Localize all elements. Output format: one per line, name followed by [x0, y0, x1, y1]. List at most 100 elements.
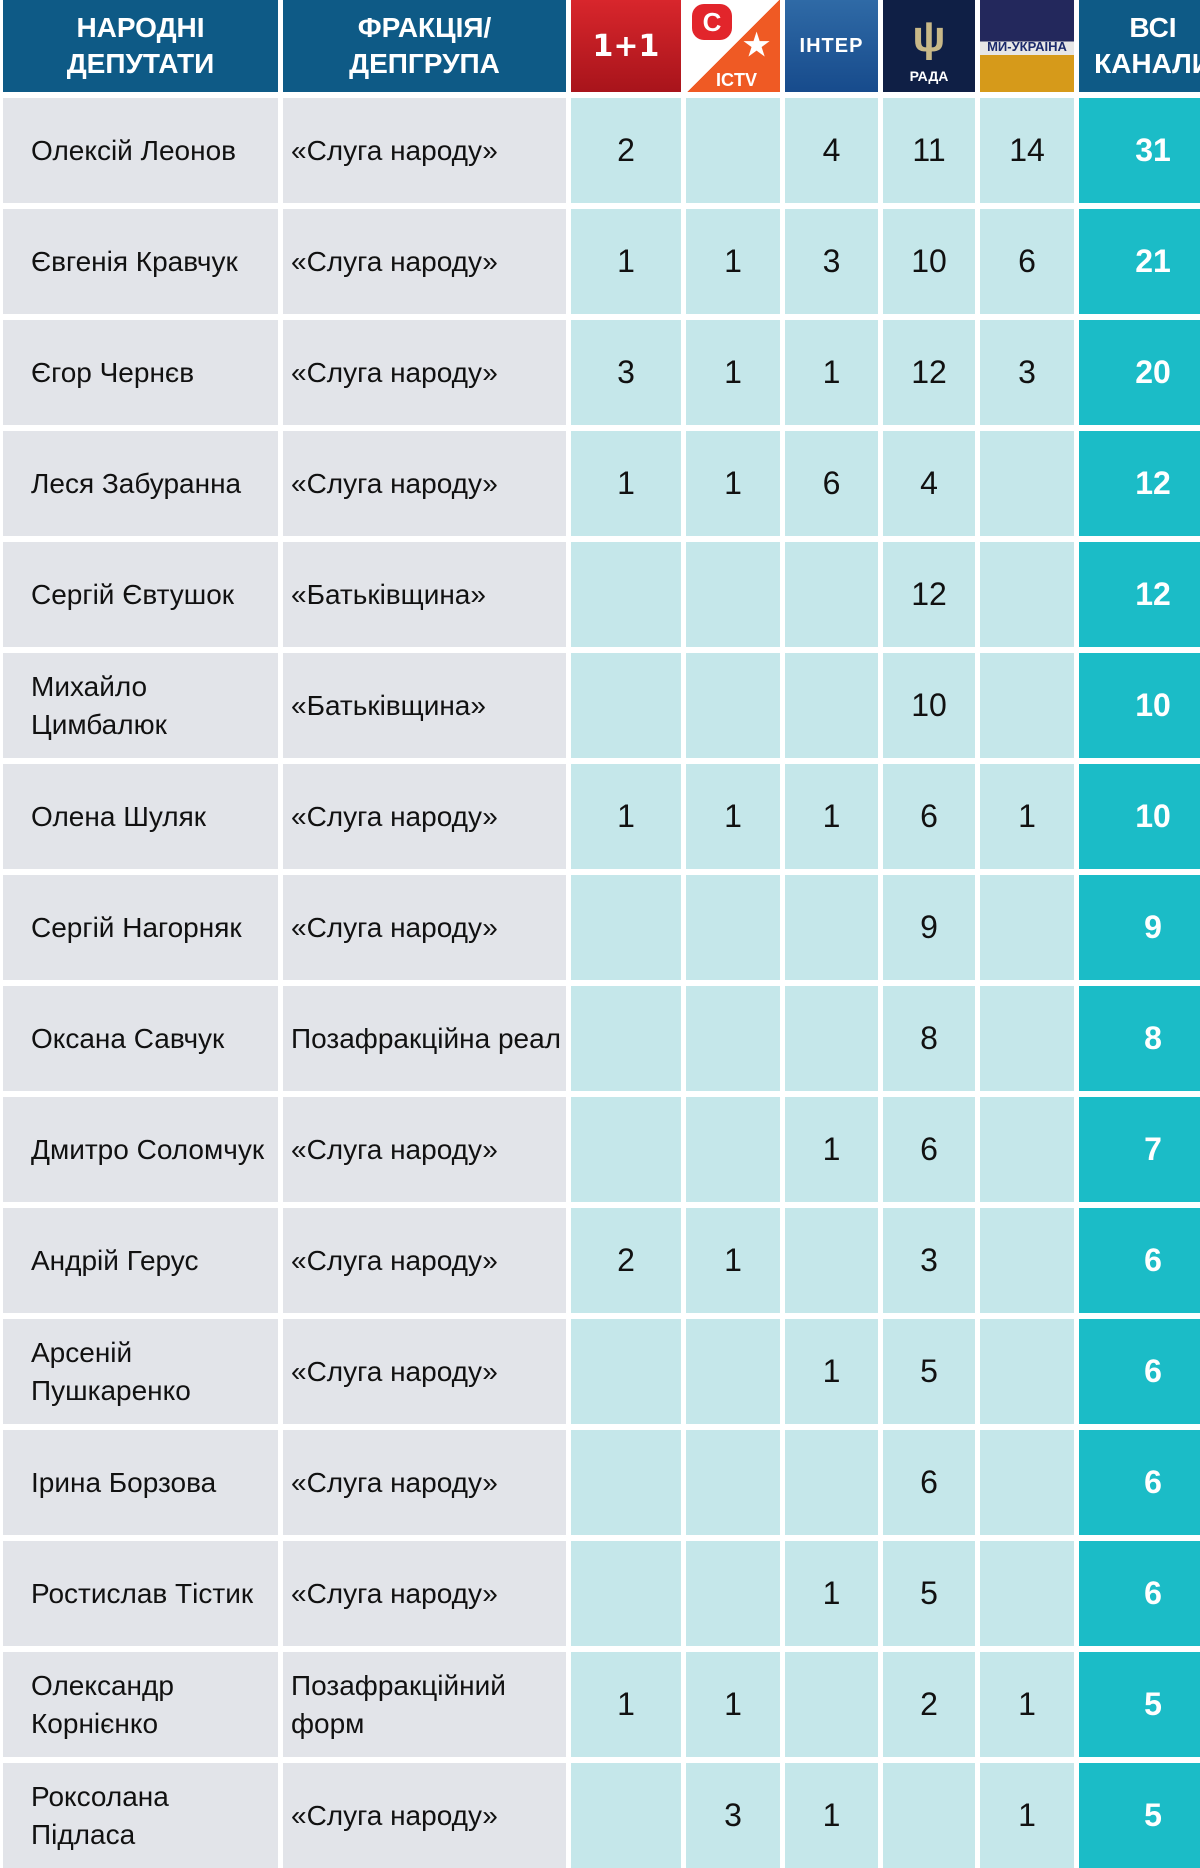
channel-count: 1: [686, 320, 780, 425]
header-faction: ФРАКЦІЯ/ ДЕПГРУПА: [283, 0, 566, 92]
total-count: 5: [1079, 1652, 1200, 1757]
deputy-name: Сергій Євтушок: [3, 542, 278, 647]
channel-count: 8: [883, 986, 975, 1091]
channel-count: 1: [980, 764, 1074, 869]
channel-count: [571, 1763, 681, 1868]
channel-count: [980, 431, 1074, 536]
faction-name: «Слуга народу»: [283, 1208, 566, 1313]
channel-count: 1: [785, 1319, 878, 1424]
total-count: 10: [1079, 653, 1200, 758]
channel-count: 1: [571, 431, 681, 536]
channel-count: [980, 1097, 1074, 1202]
logo-my-ukraina: МИ-УКРАЇНА: [980, 0, 1074, 92]
channel-count: 10: [883, 209, 975, 314]
channel-count: 6: [883, 1430, 975, 1535]
channel-count: 11: [883, 98, 975, 203]
deputy-name: Леся Забуранна: [3, 431, 278, 536]
channel-count: [980, 875, 1074, 980]
deputy-name: Арсеній Пушкаренко: [3, 1319, 278, 1424]
deputy-name: Михайло Цимбалюк: [3, 653, 278, 758]
channel-count: 14: [980, 98, 1074, 203]
channel-count: [785, 1430, 878, 1535]
channel-count: 6: [980, 209, 1074, 314]
channel-count: 3: [883, 1208, 975, 1313]
total-count: 9: [1079, 875, 1200, 980]
channel-count: [686, 986, 780, 1091]
faction-name: «Слуга народу»: [283, 209, 566, 314]
star-icon: ★: [743, 29, 770, 62]
channel-count: 12: [883, 542, 975, 647]
total-count: 21: [1079, 209, 1200, 314]
channel-count: [980, 1541, 1074, 1646]
faction-name: «Батьківщина»: [283, 653, 566, 758]
channel-count: 3: [980, 320, 1074, 425]
deputy-name: Дмитро Соломчук: [3, 1097, 278, 1202]
channel-count: 1: [785, 1763, 878, 1868]
channel-count: 1: [686, 764, 780, 869]
faction-name: «Слуга народу»: [283, 1763, 566, 1868]
channel-count: [571, 986, 681, 1091]
faction-name: «Слуга народу»: [283, 875, 566, 980]
deputy-name: Андрій Герус: [3, 1208, 278, 1313]
channel-count: 1: [686, 431, 780, 536]
channel-count: [980, 1208, 1074, 1313]
deputy-name: Ростислав Тістик: [3, 1541, 278, 1646]
channel-count: [785, 542, 878, 647]
channel-count: [686, 1097, 780, 1202]
faction-name: «Слуга народу»: [283, 1430, 566, 1535]
channel-count: 4: [785, 98, 878, 203]
channel-count: 6: [785, 431, 878, 536]
total-count: 6: [1079, 1430, 1200, 1535]
channel-count: 10: [883, 653, 975, 758]
faction-name: «Слуга народу»: [283, 1097, 566, 1202]
channel-count: 1: [785, 764, 878, 869]
logo-rada: ψ РАДА: [883, 0, 975, 92]
deputy-name: Ірина Борзова: [3, 1430, 278, 1535]
header-deputies: НАРОДНІ ДЕПУТАТИ: [3, 0, 278, 92]
deputy-name: Роксолана Підласа: [3, 1763, 278, 1868]
channel-count: 2: [571, 98, 681, 203]
channel-count: 1: [785, 1097, 878, 1202]
faction-name: «Слуга народу»: [283, 1541, 566, 1646]
channel-count: [686, 1319, 780, 1424]
channel-count: 3: [785, 209, 878, 314]
total-count: 7: [1079, 1097, 1200, 1202]
channel-count: 9: [883, 875, 975, 980]
logo-1plus1: 1+1: [571, 0, 681, 92]
channel-count: [571, 1319, 681, 1424]
total-count: 6: [1079, 1541, 1200, 1646]
channel-count: 3: [686, 1763, 780, 1868]
channel-count: 5: [883, 1541, 975, 1646]
channel-count: [686, 1430, 780, 1535]
deputy-name: Оксана Савчук: [3, 986, 278, 1091]
channel-count: [686, 542, 780, 647]
faction-name: «Слуга народу»: [283, 764, 566, 869]
channel-count: 1: [785, 1541, 878, 1646]
channel-count: 1: [980, 1763, 1074, 1868]
deputy-name: Олена Шуляк: [3, 764, 278, 869]
channel-count: [785, 986, 878, 1091]
channel-count: [785, 653, 878, 758]
channel-count: [686, 1541, 780, 1646]
total-count: 6: [1079, 1319, 1200, 1424]
total-count: 12: [1079, 431, 1200, 536]
channel-count: [686, 653, 780, 758]
deputy-name: Євгенія Кравчук: [3, 209, 278, 314]
logo-inter: ІНТЕР: [785, 0, 878, 92]
logo-ictv: C ★ ICTV: [686, 0, 780, 92]
faction-name: «Слуга народу»: [283, 98, 566, 203]
faction-name: «Батьківщина»: [283, 542, 566, 647]
total-count: 31: [1079, 98, 1200, 203]
channel-count: [571, 653, 681, 758]
channel-count: 1: [571, 764, 681, 869]
channel-count: [686, 875, 780, 980]
channel-count: [980, 1430, 1074, 1535]
channel-count: [686, 98, 780, 203]
channel-count: 1: [571, 1652, 681, 1757]
channel-count: 1: [785, 320, 878, 425]
total-count: 8: [1079, 986, 1200, 1091]
total-count: 5: [1079, 1763, 1200, 1868]
channel-count: [785, 875, 878, 980]
channel-count: [785, 1652, 878, 1757]
faction-name: «Слуга народу»: [283, 320, 566, 425]
